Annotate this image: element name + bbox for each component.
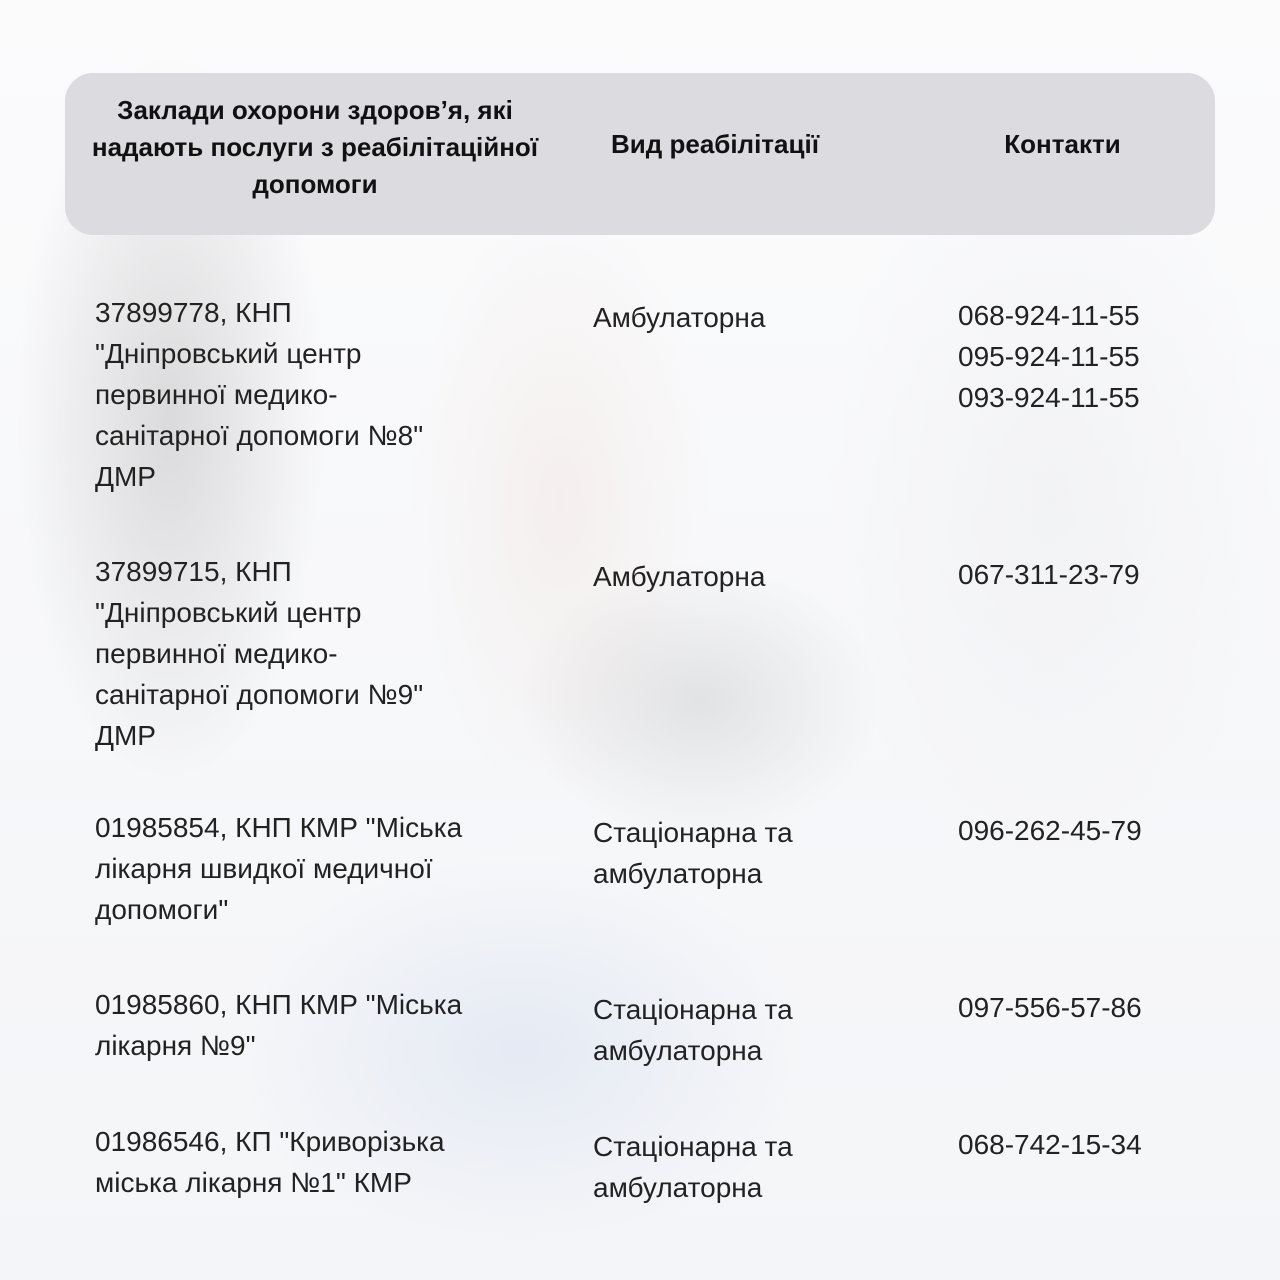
facility-name-line: лікарня №9" (95, 1030, 256, 1061)
rehab-type-line: амбулаторна (593, 858, 763, 889)
rehab-type-line: Стаціонарна та (593, 1131, 793, 1162)
facility-name: 37899778, КНП "Дніпровський центр первинно… (95, 292, 423, 497)
phone-contact: 096-262-45-79 (958, 810, 1142, 851)
facility-name-line: первинної медико- (95, 379, 338, 410)
phone-contact-line: 067-311-23-79 (958, 559, 1140, 590)
facility-name: 01985854, КНП КМР "Міська лікарня швидкої… (95, 807, 462, 930)
rehab-type: Стаціонарна та амбулаторна (593, 812, 793, 894)
facility-name-line: 01986546, КП "Криворізька (95, 1126, 445, 1157)
facility-name-line: допомоги" (95, 894, 229, 925)
rehab-type-line: Стаціонарна та (593, 994, 793, 1025)
rehab-type: Амбулаторна (593, 297, 765, 338)
phone-contact-line: 095-924-11-55 (958, 341, 1140, 372)
rehab-type-line: амбулаторна (593, 1172, 763, 1203)
phone-contact-line: 068-924-11-55 (958, 300, 1140, 331)
facility-name-line: санітарної допомоги №9" (95, 679, 424, 710)
facility-name-line: 01985860, КНП КМР "Міська (95, 989, 463, 1020)
header-facilities: Заклади охорони здоров’я, які надають по… (91, 95, 539, 199)
facility-name-line: первинної медико- (95, 638, 338, 669)
phone-contact: 068-924-11-55 095-924-11-55 093-924-11-55 (958, 295, 1140, 418)
facility-name-line: 01985854, КНП КМР "Міська (95, 812, 463, 843)
facility-name-line: санітарної допомоги №8" (95, 420, 424, 451)
rehab-type-line: Амбулаторна (593, 561, 766, 592)
facility-name-line: "Дніпровський центр (95, 338, 362, 369)
rehab-type: Амбулаторна (593, 556, 765, 597)
phone-contact: 068-742-15-34 (958, 1124, 1142, 1165)
phone-contact-line: 096-262-45-79 (958, 815, 1142, 846)
phone-contact: 067-311-23-79 (958, 554, 1140, 595)
rehab-type: Стаціонарна та амбулаторна (593, 1126, 793, 1208)
rehab-type-line: амбулаторна (593, 1035, 763, 1066)
facility-name-line: ДМР (95, 461, 156, 492)
rehab-type-line: Амбулаторна (593, 302, 766, 333)
phone-contact: 097-556-57-86 (958, 987, 1142, 1028)
facility-name-line: міська лікарня №1" КМР (95, 1167, 412, 1198)
facility-name: 37899715, КНП "Дніпровський центр первинно… (95, 551, 423, 756)
header-contacts: Контакти (1004, 129, 1121, 159)
header-rehab-type: Вид реабілітації (610, 129, 820, 159)
facility-name-line: 37899778, КНП (95, 297, 292, 328)
table-header (65, 73, 1215, 235)
phone-contact-line: 093-924-11-55 (958, 382, 1140, 413)
rehab-type: Стаціонарна та амбулаторна (593, 989, 793, 1071)
facility-name-line: "Дніпровський центр (95, 597, 362, 628)
facility-name-line: 37899715, КНП (95, 556, 292, 587)
facility-name: 01986546, КП "Криворізька міська лікарня … (95, 1121, 445, 1203)
facility-name: 01985860, КНП КМР "Міська лікарня №9" (95, 984, 462, 1066)
phone-contact-line: 068-742-15-34 (958, 1129, 1142, 1160)
facility-name-line: лікарня швидкої медичної (95, 853, 433, 884)
facility-name-line: ДМР (95, 720, 156, 751)
phone-contact-line: 097-556-57-86 (958, 992, 1142, 1023)
rehab-type-line: Стаціонарна та (593, 817, 793, 848)
